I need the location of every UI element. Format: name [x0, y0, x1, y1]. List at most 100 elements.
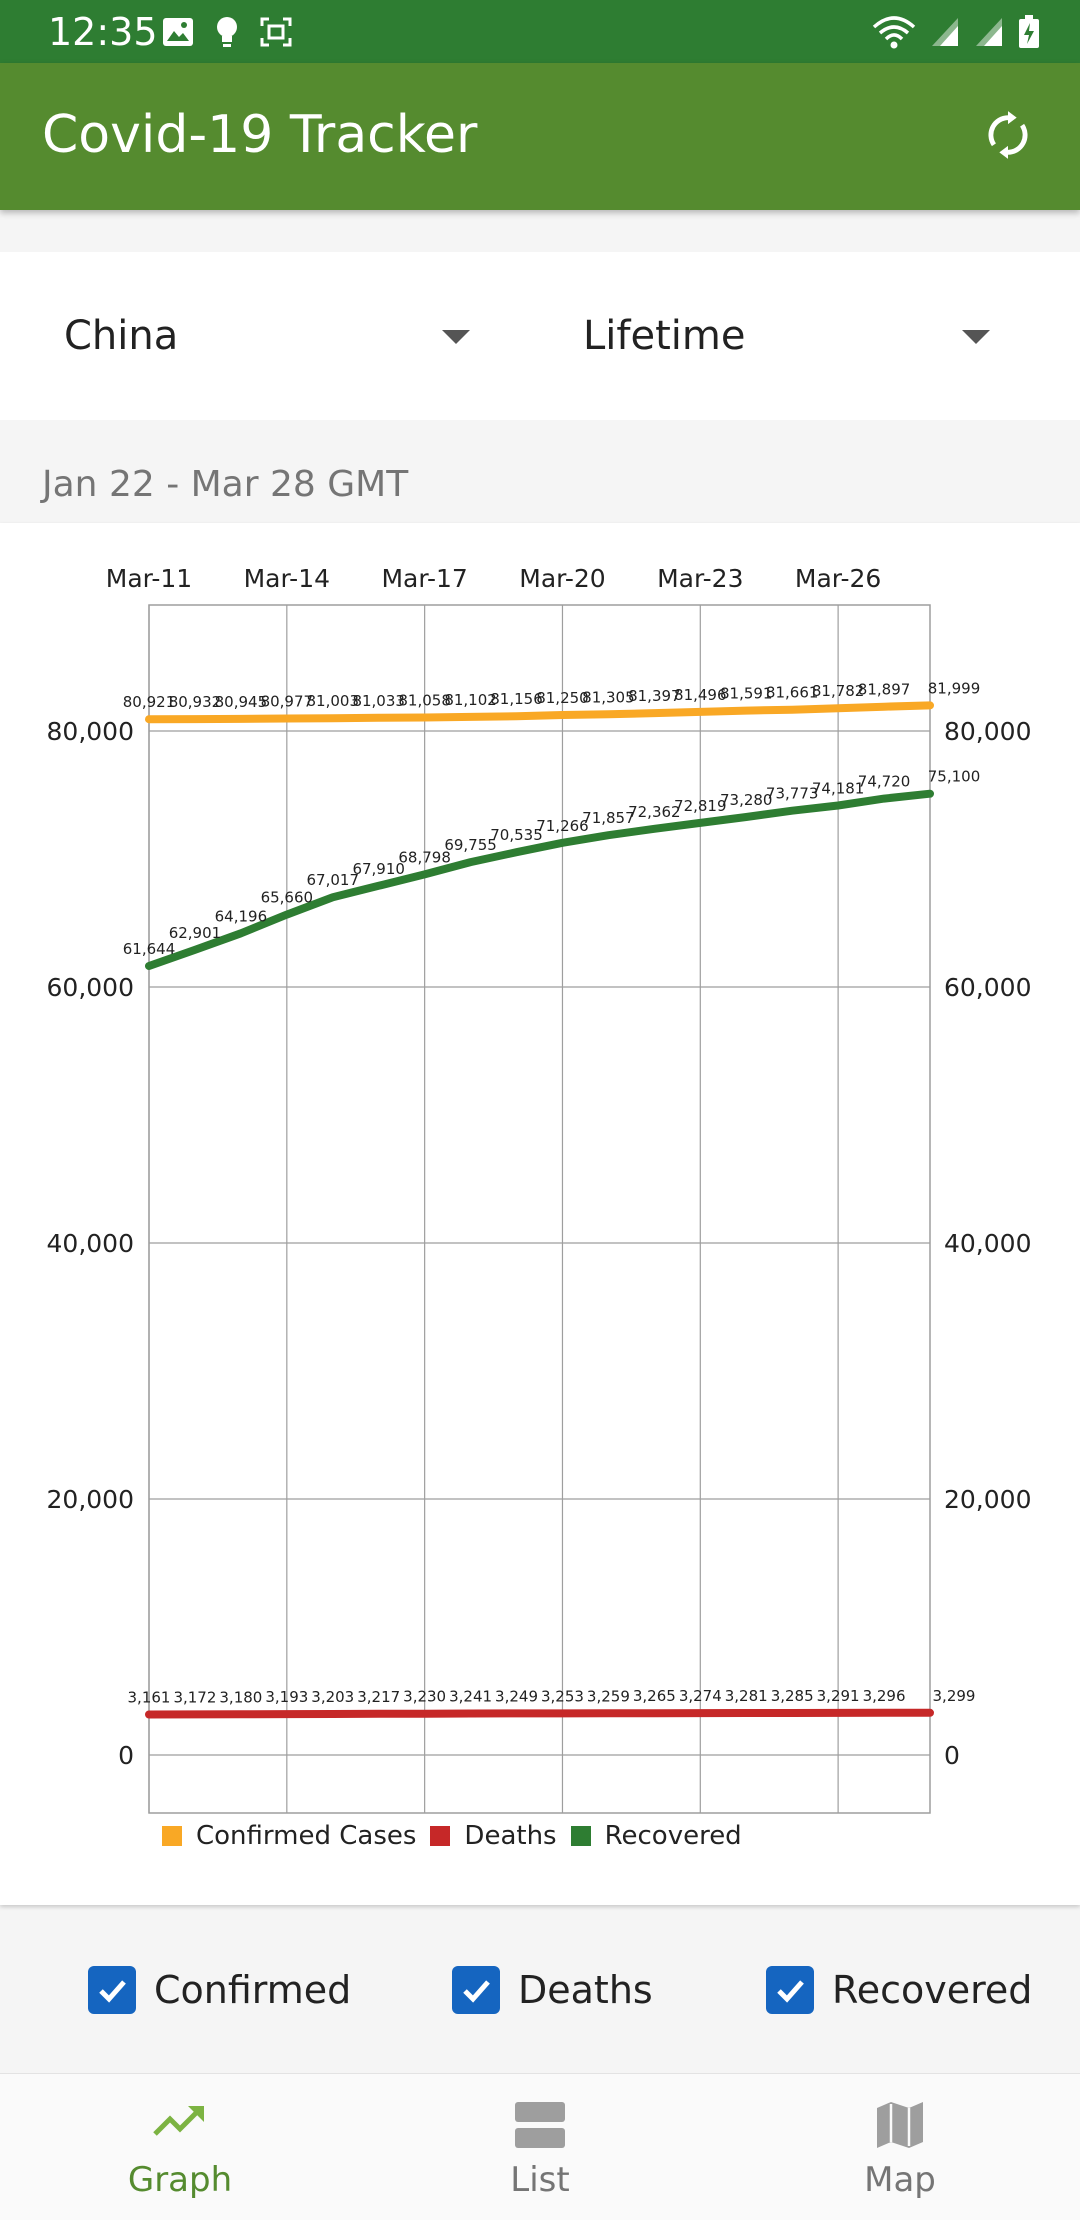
data-label-confirmed-cases: 81,897 — [858, 681, 911, 699]
x-tick-label: Mar-26 — [795, 564, 881, 593]
check-icon — [99, 1980, 126, 2003]
y-tick-label-right: 20,000 — [944, 1485, 1031, 1514]
legend-label: Confirmed Cases — [196, 1821, 417, 1851]
time-range-dropdown[interactable]: Lifetime — [520, 252, 1080, 420]
data-label-recovered: 71,857 — [582, 809, 635, 827]
data-label-deaths: 3,217 — [357, 1688, 400, 1706]
data-label-confirmed-cases: 81,003 — [307, 692, 360, 710]
app-bar: Covid-19 Tracker — [0, 63, 1080, 210]
legend-label: Recovered — [604, 1821, 742, 1851]
bottom-nav: Graph List Map — [0, 2073, 1080, 2220]
data-label-confirmed-cases: 81,156 — [490, 690, 543, 708]
battery-charging-icon — [1019, 15, 1039, 48]
data-label-recovered: 72,819 — [674, 797, 727, 815]
data-label-deaths: 3,249 — [495, 1687, 538, 1705]
data-label-confirmed-cases: 81,250 — [536, 689, 589, 707]
data-label-confirmed-cases: 80,977 — [261, 692, 314, 710]
data-label-deaths: 3,230 — [403, 1688, 446, 1706]
legend-swatch — [430, 1826, 451, 1846]
data-label-recovered: 73,280 — [720, 791, 773, 809]
status-bar: 12:35 — [0, 0, 1080, 63]
data-label-confirmed-cases: 81,782 — [812, 682, 865, 700]
check-icon — [463, 1980, 490, 2003]
nav-list[interactable]: List — [360, 2074, 720, 2220]
nav-graph[interactable]: Graph — [0, 2074, 360, 2220]
data-label-deaths: 3,253 — [541, 1687, 584, 1705]
legend-item-recovered: Recovered — [570, 1821, 742, 1851]
status-notification-icons — [162, 14, 292, 50]
data-label-recovered: 61,644 — [123, 940, 176, 958]
refresh-button[interactable] — [972, 99, 1044, 171]
list-icon — [515, 2102, 565, 2148]
recovered-toggle[interactable]: Recovered — [766, 1963, 1032, 2017]
line-chart: Mar-11 Mar-14 Mar-17 Mar-20 Mar-23 Mar-26 0 0 20… — [47, 564, 1031, 1814]
confirmed-toggle[interactable]: Confirmed — [88, 1963, 351, 2017]
data-label-confirmed-cases: 80,945 — [215, 693, 268, 711]
legend-item-deaths: Deaths — [430, 1821, 557, 1851]
check-icon — [777, 1980, 804, 2003]
data-label-confirmed-cases: 81,661 — [766, 684, 819, 702]
series-toggles: Confirmed Deaths Recovered — [0, 1935, 1080, 2045]
data-label-confirmed-cases: 81,397 — [628, 687, 681, 705]
data-label-deaths: 3,172 — [173, 1688, 216, 1706]
series-line-recovered — [145, 789, 934, 970]
data-label-confirmed-cases: 81,033 — [352, 692, 405, 710]
data-label-deaths: 3,161 — [128, 1689, 171, 1707]
y-tick-label-left: 40,000 — [47, 1229, 134, 1258]
date-range-label: Jan 22 - Mar 28 GMT — [42, 464, 409, 505]
data-label-recovered: 62,901 — [169, 924, 222, 942]
deaths-checkbox[interactable] — [452, 1966, 500, 2014]
data-label-recovered: 67,910 — [352, 860, 405, 878]
status-system-icons — [872, 12, 1040, 52]
data-label-deaths: 3,291 — [817, 1687, 860, 1705]
data-label-confirmed-cases: 81,058 — [398, 691, 451, 709]
x-tick-label: Mar-23 — [657, 564, 743, 593]
filter-bar: China Lifetime — [0, 252, 1080, 420]
confirmed-checkbox[interactable] — [88, 1966, 136, 2014]
x-tick-label: Mar-17 — [381, 564, 467, 593]
data-label-recovered: 65,660 — [261, 889, 314, 907]
legend-label: Deaths — [464, 1821, 557, 1851]
y-tick-label-left: 20,000 — [47, 1485, 134, 1514]
refresh-icon — [988, 111, 1028, 159]
data-label-deaths: 3,299 — [933, 1687, 976, 1705]
data-label-recovered: 74,181 — [812, 779, 865, 797]
nav-list-label: List — [510, 2160, 570, 2200]
series-line-confirmed-cases — [145, 701, 934, 724]
data-label-deaths: 3,265 — [633, 1687, 676, 1705]
signal-icon — [976, 18, 1002, 46]
data-label-deaths: 3,180 — [219, 1688, 262, 1706]
nav-map-label: Map — [864, 2160, 936, 2200]
screenshot-icon — [260, 17, 292, 47]
nav-map[interactable]: Map — [720, 2074, 1080, 2220]
status-time: 12:35 — [48, 10, 158, 54]
data-label-deaths: 3,193 — [265, 1688, 308, 1706]
data-label-recovered: 67,017 — [307, 871, 360, 889]
legend-swatch — [570, 1826, 591, 1846]
data-label-confirmed-cases: 81,305 — [582, 688, 635, 706]
data-label-deaths: 3,296 — [863, 1687, 906, 1705]
country-dropdown[interactable]: China — [0, 252, 520, 420]
signal-icon — [932, 18, 958, 46]
data-label-confirmed-cases: 81,999 — [928, 679, 981, 697]
nav-graph-label: Graph — [127, 2160, 233, 2200]
data-label-deaths: 3,259 — [587, 1687, 630, 1705]
chart-legend: Confirmed Cases Deaths Recovered — [162, 1818, 756, 1854]
data-label-deaths: 3,241 — [449, 1688, 492, 1706]
data-label-recovered: 73,773 — [766, 785, 819, 803]
data-label-deaths: 3,274 — [679, 1687, 722, 1705]
recovered-label: Recovered — [832, 1968, 1033, 2012]
data-label-recovered: 70,535 — [490, 826, 543, 844]
country-selected: China — [64, 313, 179, 359]
time-range-selected: Lifetime — [583, 313, 746, 359]
chart-card: Mar-11 Mar-14 Mar-17 Mar-20 Mar-23 Mar-26 0 0 20… — [0, 523, 1080, 1905]
dropdown-arrow-icon — [442, 330, 470, 344]
recovered-checkbox[interactable] — [766, 1966, 814, 2014]
y-tick-label-left: 80,000 — [47, 717, 134, 746]
dropdown-arrow-icon — [962, 330, 990, 344]
deaths-toggle[interactable]: Deaths — [452, 1963, 653, 2017]
x-tick-label: Mar-20 — [519, 564, 605, 593]
data-label-confirmed-cases: 81,496 — [674, 686, 727, 704]
data-label-deaths: 3,281 — [725, 1687, 768, 1705]
y-tick-label-right: 60,000 — [944, 973, 1031, 1002]
